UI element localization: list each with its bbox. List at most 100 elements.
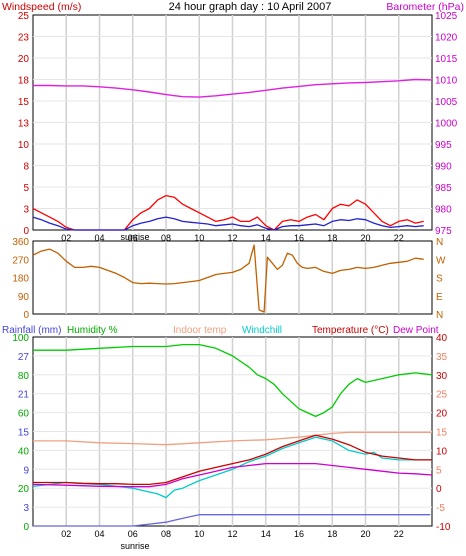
humidity-tick-label: 80: [18, 371, 30, 382]
humidity-tick-label: 0: [23, 522, 29, 533]
barometer-axis-label: Barometer (hPa): [386, 1, 464, 13]
humidity-axis-label: Humidity %: [67, 325, 118, 336]
windspeed-tick-label: 25: [18, 11, 30, 22]
windspeed-tick-label: 5: [23, 183, 29, 194]
windspeed-tick-label: 13: [18, 119, 30, 130]
windchill-label: Windchill: [242, 325, 282, 336]
indoor-temp-label: Indoor temp: [173, 325, 227, 336]
x-tick-label: 04: [94, 529, 104, 539]
barometer-tick-label: 1005: [435, 97, 458, 108]
temperature-axis-label: Temperature (°C): [312, 325, 389, 336]
x-tick-label: 18: [327, 529, 337, 539]
x-tick-label: 04: [94, 233, 104, 243]
temperature-tick-label: 40: [436, 333, 448, 344]
x-tick-label: 10: [194, 233, 204, 243]
temperature-tick-label: 20: [436, 409, 448, 420]
series-indoor-temp: [33, 431, 432, 446]
temperature-tick-label: -5: [436, 503, 445, 514]
x-tick-label: 08: [161, 233, 171, 243]
rainfall-tick-label: 27: [18, 352, 30, 363]
direction-compass-tick-label: E: [436, 292, 443, 303]
windspeed-tick-label: 3: [23, 205, 29, 216]
series-humidity: [33, 343, 433, 418]
temperature-tick-label: 30: [436, 371, 448, 382]
humidity-tick-label: 60: [18, 409, 30, 420]
direction-degree-tick-label: 360: [12, 237, 29, 248]
x-tick-label: 22: [394, 233, 404, 243]
x-tick-label: 02: [61, 529, 71, 539]
temperature-tick-label: 15: [436, 428, 448, 439]
direction-degree-tick-label: 90: [18, 292, 30, 303]
barometer-tick-label: 995: [435, 140, 452, 151]
x-tick-label: 10: [194, 529, 204, 539]
series-windchill: [32, 436, 432, 499]
rainfall-tick-label: 21: [18, 390, 30, 401]
barometer-tick-label: 1015: [435, 54, 458, 65]
series-temperature: [33, 434, 432, 486]
humidity-tick-label: 20: [18, 484, 30, 495]
windspeed-tick-label: 0: [23, 226, 29, 237]
barometer-tick-label: 1010: [435, 76, 458, 87]
x-tick-label: 20: [360, 529, 370, 539]
dew-point-label: Dew Point: [393, 325, 439, 336]
temperature-tick-label: 0: [436, 484, 442, 495]
rainfall-axis-label: Rainfall (mm): [2, 325, 61, 336]
direction-compass-tick-label: W: [436, 255, 446, 266]
sunrise-label-bottom: sunrise: [120, 541, 149, 551]
x-tick-label: 20: [360, 233, 370, 243]
x-tick-label: 16: [294, 233, 304, 243]
x-tick-label: 12: [227, 529, 237, 539]
barometer-tick-label: 980: [435, 205, 452, 216]
x-tick-label: 06: [128, 233, 138, 243]
direction-degree-tick-label: 0: [23, 310, 29, 321]
windspeed-tick-label: 15: [18, 97, 30, 108]
rainfall-tick-label: 15: [18, 428, 30, 439]
rainfall-tick-label: 9: [23, 465, 29, 476]
temperature-tick-label: -10: [436, 522, 451, 533]
x-tick-label: 14: [261, 233, 271, 243]
sunrise-label-top: sunrise: [120, 232, 149, 242]
temperature-tick-label: 25: [436, 390, 448, 401]
x-tick-label: 12: [227, 233, 237, 243]
x-tick-label: 06: [128, 529, 138, 539]
direction-compass-tick-label: S: [436, 274, 443, 285]
barometer-tick-label: 990: [435, 162, 452, 173]
windspeed-tick-label: 20: [18, 54, 30, 65]
windspeed-tick-label: 23: [18, 33, 30, 44]
series-wind-average: [32, 216, 424, 231]
series-wind-direction: [32, 244, 424, 313]
series-barometer: [33, 78, 433, 98]
temperature-tick-label: 35: [436, 352, 448, 363]
x-tick-label: 22: [394, 529, 404, 539]
rainfall-tick-label: 3: [23, 503, 29, 514]
grid-layer: [33, 15, 432, 526]
x-tick-label: 08: [161, 529, 171, 539]
barometer-tick-label: 1020: [435, 33, 458, 44]
barometer-tick-label: 1025: [435, 11, 458, 22]
temperature-tick-label: 10: [436, 446, 448, 457]
direction-degree-tick-label: 270: [12, 255, 29, 266]
x-tick-label: 16: [294, 529, 304, 539]
barometer-tick-label: 1000: [435, 119, 458, 130]
chart-title: 24 hour graph day : 10 April 2007: [169, 1, 332, 13]
windspeed-tick-label: 18: [18, 76, 30, 87]
x-tick-label: 14: [261, 529, 271, 539]
barometer-tick-label: 985: [435, 183, 452, 194]
windspeed-tick-label: 8: [23, 162, 29, 173]
direction-compass-tick-label: N: [436, 237, 443, 248]
series-layer: [32, 78, 433, 527]
direction-compass-tick-label: N: [436, 310, 443, 321]
x-tick-label: 18: [327, 233, 337, 243]
humidity-tick-label: 40: [18, 446, 30, 457]
series-rainfall: [33, 514, 431, 527]
x-tick-label: 02: [61, 233, 71, 243]
barometer-tick-label: 975: [435, 226, 452, 237]
series-dew-point: [32, 462, 433, 488]
windspeed-axis-label: Windspeed (m/s): [2, 1, 81, 13]
direction-degree-tick-label: 180: [12, 274, 29, 285]
temperature-tick-label: 5: [436, 465, 442, 476]
windspeed-tick-label: 10: [18, 140, 30, 151]
humidity-tick-label: 100: [12, 333, 29, 344]
